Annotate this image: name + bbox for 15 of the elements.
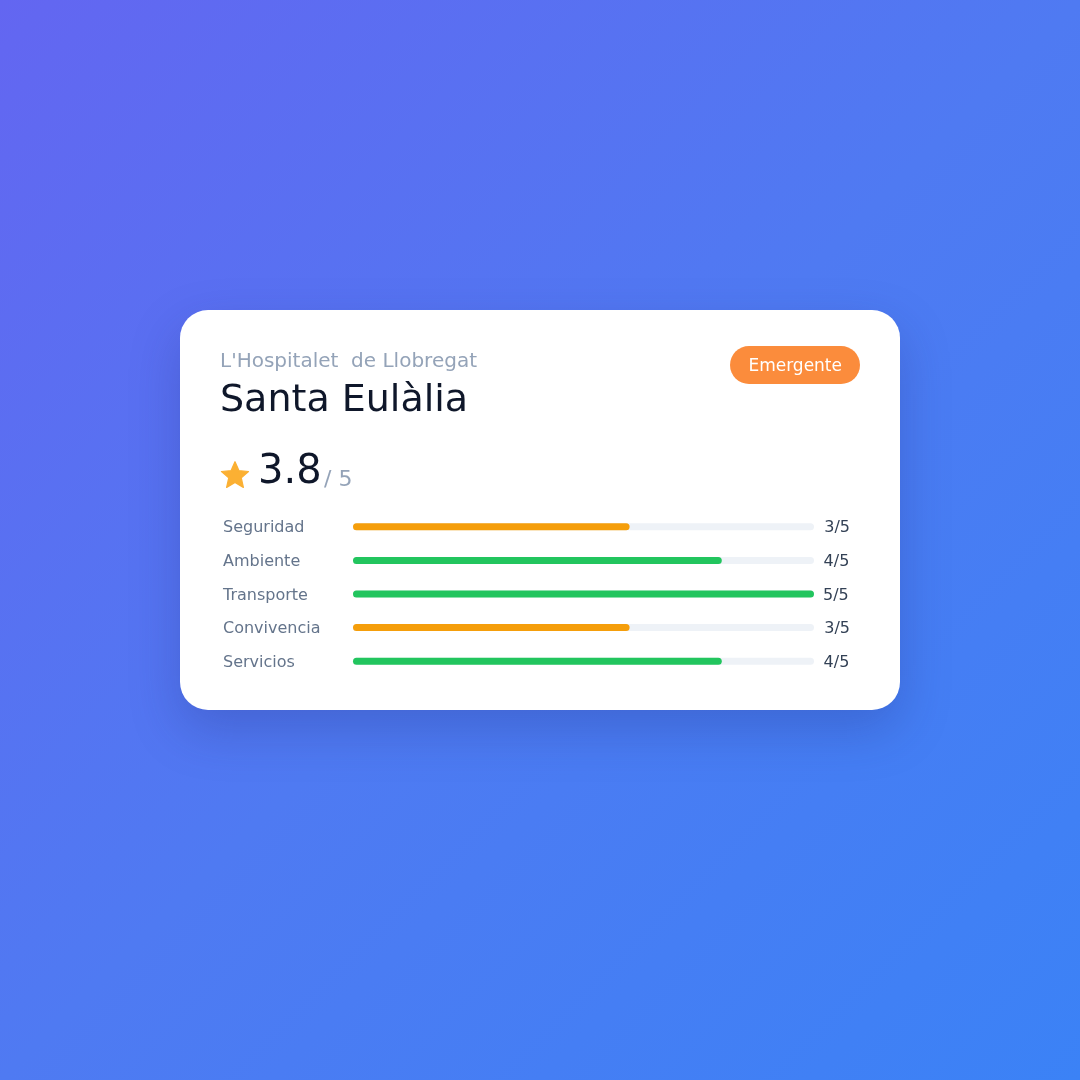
y-tick-label: Ambiente	[223, 550, 301, 570]
data-label: 4/5	[823, 550, 850, 570]
data-label: 3/5	[824, 517, 850, 537]
y-tick-label: Convivencia	[223, 618, 321, 638]
chart-subtitle: L'Hospitalet de Llobregat	[220, 348, 477, 372]
y-tick-label: Transporte	[222, 584, 308, 604]
chart-title: Santa Eulàlia	[220, 376, 469, 420]
data-label: 3/5	[824, 618, 850, 638]
text: Emergente	[730, 346, 860, 384]
text: 3.8	[258, 446, 322, 492]
text: / 5	[324, 466, 353, 491]
y-tick-label: Servicios	[223, 651, 295, 671]
y-tick-label: Seguridad	[223, 517, 305, 537]
data-label: 4/5	[823, 651, 850, 671]
data-label: 5/5	[823, 584, 849, 604]
